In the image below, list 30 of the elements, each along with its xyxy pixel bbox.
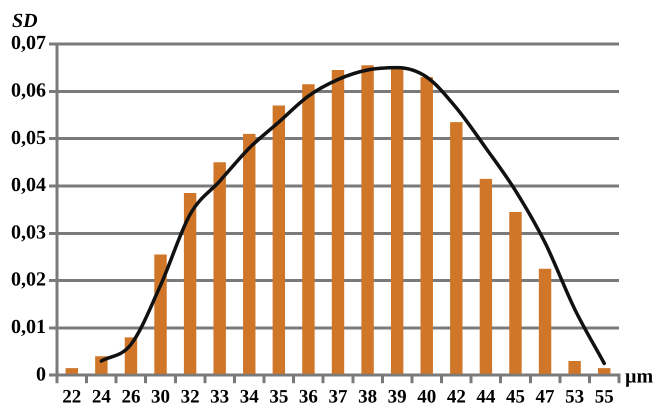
y-tick-label: 0,03 xyxy=(11,221,46,244)
x-tick-label: 34 xyxy=(240,386,260,408)
y-tick-label: 0,01 xyxy=(11,316,46,338)
x-tick-label: 26 xyxy=(121,386,140,408)
y-tick-label: 0 xyxy=(36,363,46,386)
x-tick-label: 36 xyxy=(298,386,318,408)
x-tick-label: 30 xyxy=(151,386,170,408)
x-tick-label: 24 xyxy=(92,386,112,408)
x-tick-label: 40 xyxy=(417,386,436,408)
x-tick-label: 22 xyxy=(62,386,82,408)
x-tick-label: 37 xyxy=(328,386,348,408)
y-tick-label: 0,07 xyxy=(11,32,46,54)
y-axis-title: SD xyxy=(12,10,38,32)
y-tick-label: 0,05 xyxy=(11,126,46,149)
x-tick-label: 38 xyxy=(358,386,378,408)
x-tick-label: 42 xyxy=(446,386,466,408)
y-tick-label: 0,04 xyxy=(11,174,46,196)
line-series xyxy=(100,66,606,366)
y-tick-label: 0,02 xyxy=(11,268,46,291)
x-tick-label: 39 xyxy=(388,386,407,408)
x-tick-label: 47 xyxy=(536,386,556,408)
x-tick-label: 44 xyxy=(476,386,496,408)
x-tick-label: 35 xyxy=(269,386,288,408)
x-tick-label: 32 xyxy=(180,386,200,408)
x-tick-label: 55 xyxy=(594,386,614,408)
x-tick-label: 45 xyxy=(506,386,525,408)
y-tick-label: 0,06 xyxy=(11,79,46,102)
x-tick-label: 33 xyxy=(210,386,230,408)
x-tick-label: 53 xyxy=(565,386,584,408)
x-axis-title: µm xyxy=(625,365,654,388)
